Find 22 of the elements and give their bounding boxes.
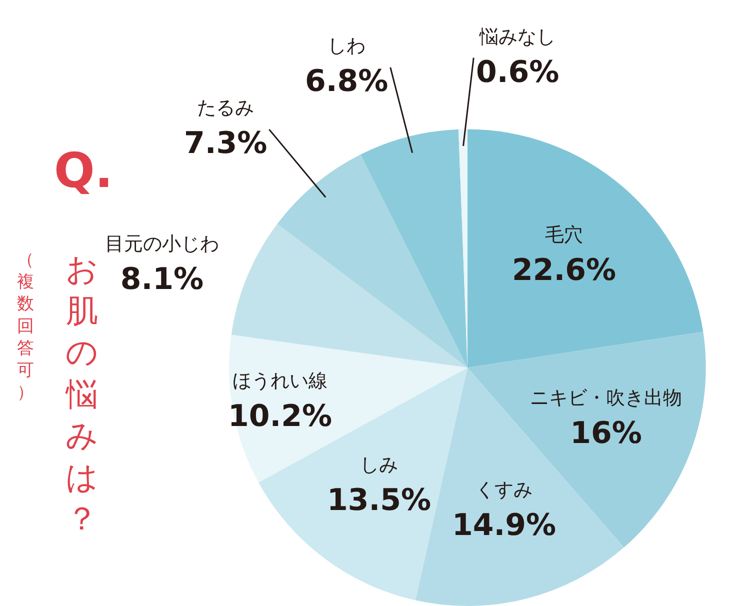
data-label: 14.9%	[452, 508, 556, 543]
data-label: 6.8%	[305, 64, 388, 99]
slice-label: たるみ	[197, 97, 254, 119]
data-label: 8.1%	[120, 262, 204, 297]
slice-label: ほうれい線	[232, 370, 328, 392]
data-label: 7.3%	[184, 126, 268, 161]
data-label: 10.2%	[228, 399, 332, 434]
text: Q.	[54, 143, 114, 199]
text: （複数回答可）	[17, 250, 34, 403]
pie-slice	[229, 334, 468, 482]
slice-label: 目元の小じわ	[105, 233, 219, 255]
slice-label: しわ	[328, 35, 366, 57]
slice-label: 悩みなし	[478, 26, 556, 48]
data-label: 0.6%	[476, 55, 560, 90]
data-label: 22.6%	[512, 253, 616, 288]
slice-label: 毛穴	[545, 224, 584, 246]
slice-label: ニキビ・吹き出物	[530, 387, 682, 409]
slice-label: しみ	[360, 454, 398, 476]
slice-label: くすみ	[476, 479, 533, 501]
text: お肌の悩みは？	[65, 250, 98, 538]
data-label: 13.5%	[327, 483, 432, 518]
data-label: 16%	[570, 416, 642, 451]
